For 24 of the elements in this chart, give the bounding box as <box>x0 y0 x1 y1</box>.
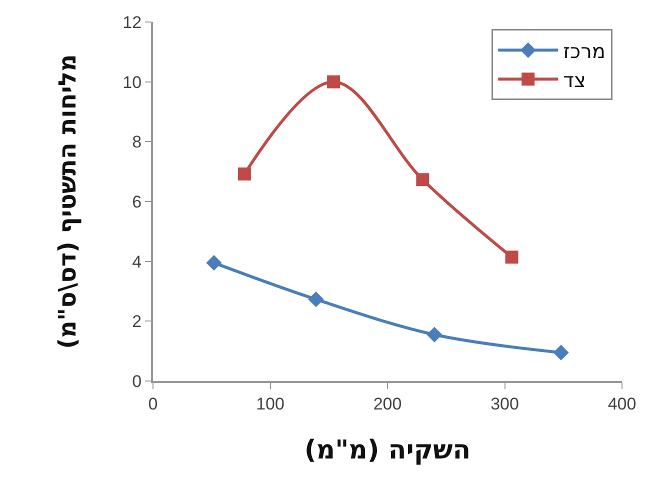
y-tick-label: 2 <box>132 312 142 332</box>
x-tick-label: 200 <box>373 394 402 414</box>
point <box>416 173 430 186</box>
legend-label: צד <box>563 68 586 92</box>
y-tick-label: 6 <box>132 192 142 212</box>
point <box>505 250 518 264</box>
point <box>308 292 324 308</box>
y-axis-title: מליחות התשטיף (דס\ס"מ) <box>53 54 82 349</box>
point <box>327 75 340 88</box>
y-tick-label: 12 <box>122 12 142 32</box>
point <box>553 344 569 360</box>
y-tick-label: 0 <box>132 372 142 391</box>
point <box>426 326 442 342</box>
y-tick-label: 10 <box>122 72 142 92</box>
legend-label: מרכז <box>563 38 606 63</box>
x-tick-label: 400 <box>608 394 636 414</box>
point <box>238 167 251 180</box>
x-tick-label: 100 <box>256 394 284 414</box>
y-tick-label: 4 <box>132 252 142 272</box>
x-axis-title: השקיה (מ"מ) <box>304 436 471 466</box>
x-tick-label: 0 <box>148 394 158 414</box>
x-tick-label: 300 <box>490 394 519 414</box>
y-tick-label: 8 <box>132 132 142 152</box>
point <box>206 255 222 271</box>
